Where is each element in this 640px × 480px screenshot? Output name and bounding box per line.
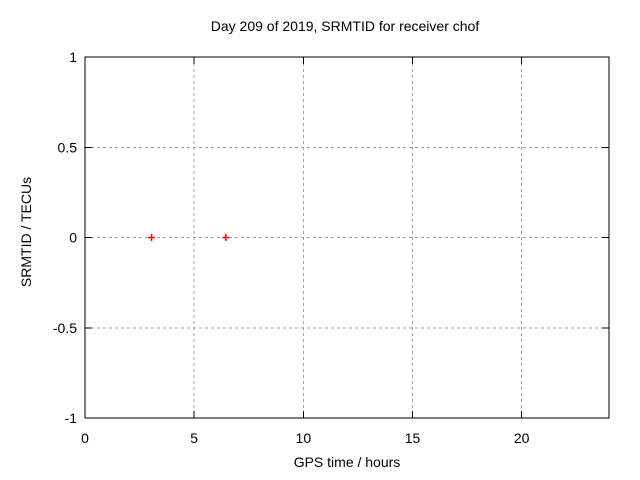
y-tick-label: -1 [65, 410, 78, 426]
x-tick-label: 10 [296, 430, 312, 446]
x-tick-label: 15 [405, 430, 421, 446]
x-tick-label: 5 [190, 430, 198, 446]
x-tick-label: 20 [514, 430, 530, 446]
y-tick-label: 1 [69, 49, 77, 65]
data-point-marker [222, 234, 230, 241]
y-tick-label: -0.5 [53, 320, 77, 336]
data-markers [148, 234, 230, 241]
x-tick-labels: 0 5 10 15 20 [81, 430, 530, 446]
y-tick-label: 0.5 [58, 139, 78, 155]
plot-border [84, 56, 610, 419]
data-point-marker [148, 234, 156, 241]
y-tick-labels: -1 -0.5 0 0.5 1 [53, 49, 77, 426]
y-tick-label: 0 [69, 230, 77, 246]
x-axis-label: GPS time / hours [294, 454, 401, 470]
x-tick-label: 0 [81, 430, 89, 446]
chart-title: Day 209 of 2019, SRMTID for receiver cho… [211, 18, 480, 34]
y-axis-label: SRMTID / TECUs [18, 177, 34, 287]
grid-lines [85, 57, 609, 418]
